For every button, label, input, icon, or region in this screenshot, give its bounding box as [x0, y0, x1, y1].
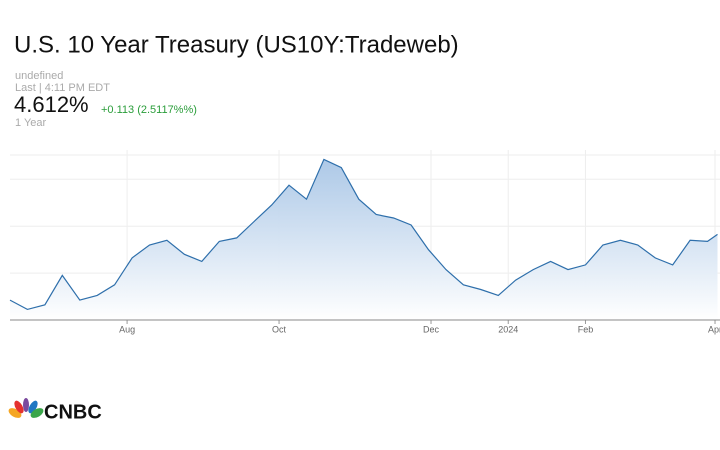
plot: Aug Oct Dec 2024 Feb Apr	[9, 150, 720, 334]
area-fill	[10, 159, 718, 320]
peacock-icon	[8, 398, 44, 418]
change: +0.113 (2.5117%%)	[101, 104, 197, 116]
x-tick-label: Oct	[272, 324, 287, 334]
title: U.S. 10 Year Treasury (US10Y:Tradeweb)	[14, 31, 459, 58]
price-line	[9, 158, 718, 311]
x-tick-label: 2024	[498, 324, 518, 334]
range: 1 Year	[15, 117, 47, 129]
x-tick-label: Apr	[708, 324, 720, 334]
last-time: Last | 4:11 PM EDT	[15, 82, 110, 94]
x-tick-label: Dec	[423, 324, 440, 334]
logo-text: CNBC	[44, 401, 102, 423]
status: undefined	[15, 70, 63, 82]
x-tick-label: Feb	[578, 324, 594, 334]
logo: CNBC	[8, 398, 102, 423]
price: 4.612%	[14, 92, 89, 117]
x-tick-label: Aug	[119, 324, 135, 334]
